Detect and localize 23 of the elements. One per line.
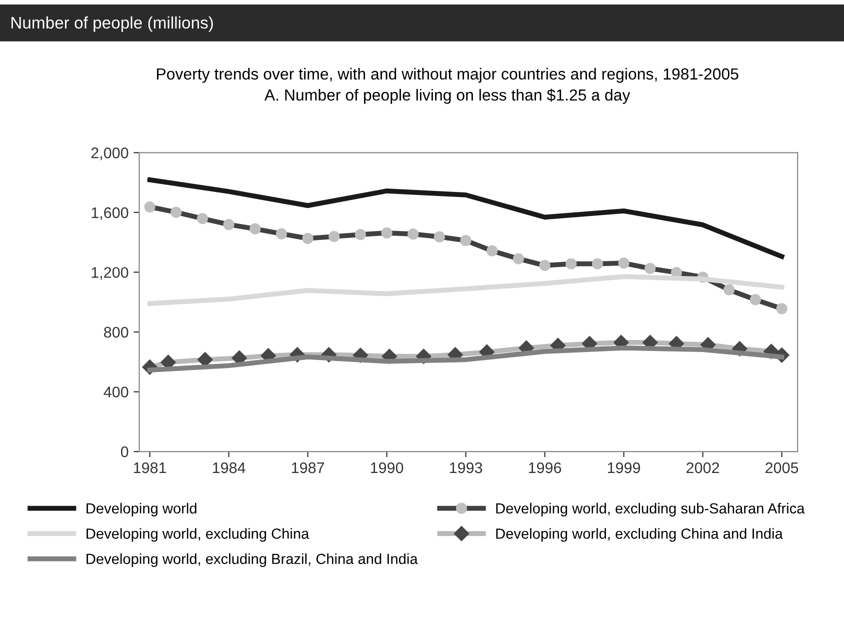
legend-label: Developing world, excluding China and India [496, 528, 783, 542]
chart-subtitle: Poverty trends over time, with and without major countries and regions, 1981-2005 A. Number of people living on less than $1.25 a day [157, 68, 738, 104]
x-tick-label: 1999 [608, 462, 640, 474]
y-tick-label: 1,200 [92, 267, 128, 280]
legend-label: Developing world, excluding sub-Saharan Africa [496, 502, 805, 516]
x-tick-label: 2002 [686, 462, 720, 474]
line-series [147, 177, 784, 259]
x-tick-label: 1984 [212, 462, 246, 474]
legend-label: Developing world [86, 502, 196, 516]
y-tick-label: 400 [104, 386, 128, 398]
x-tick-label: 1987 [292, 462, 324, 474]
y-tick-label: 0 [120, 446, 128, 458]
x-tick-label: 1996 [528, 462, 562, 474]
x-tick-label: 1993 [450, 462, 482, 474]
y-tick-label: 1,600 [92, 207, 128, 220]
legend-label: Developing world, excluding China [86, 528, 310, 542]
x-tick-label: 2005 [766, 462, 798, 474]
y-tick-label: 800 [104, 326, 128, 338]
legend-label: Developing world, excluding Brazil, China and India [86, 553, 418, 567]
y-tick-label: 2,000 [91, 148, 128, 160]
x-tick-label: 1990 [370, 462, 404, 474]
x-tick-label: 1981 [134, 462, 166, 474]
chart-title: Number of people (millions) [11, 16, 213, 32]
